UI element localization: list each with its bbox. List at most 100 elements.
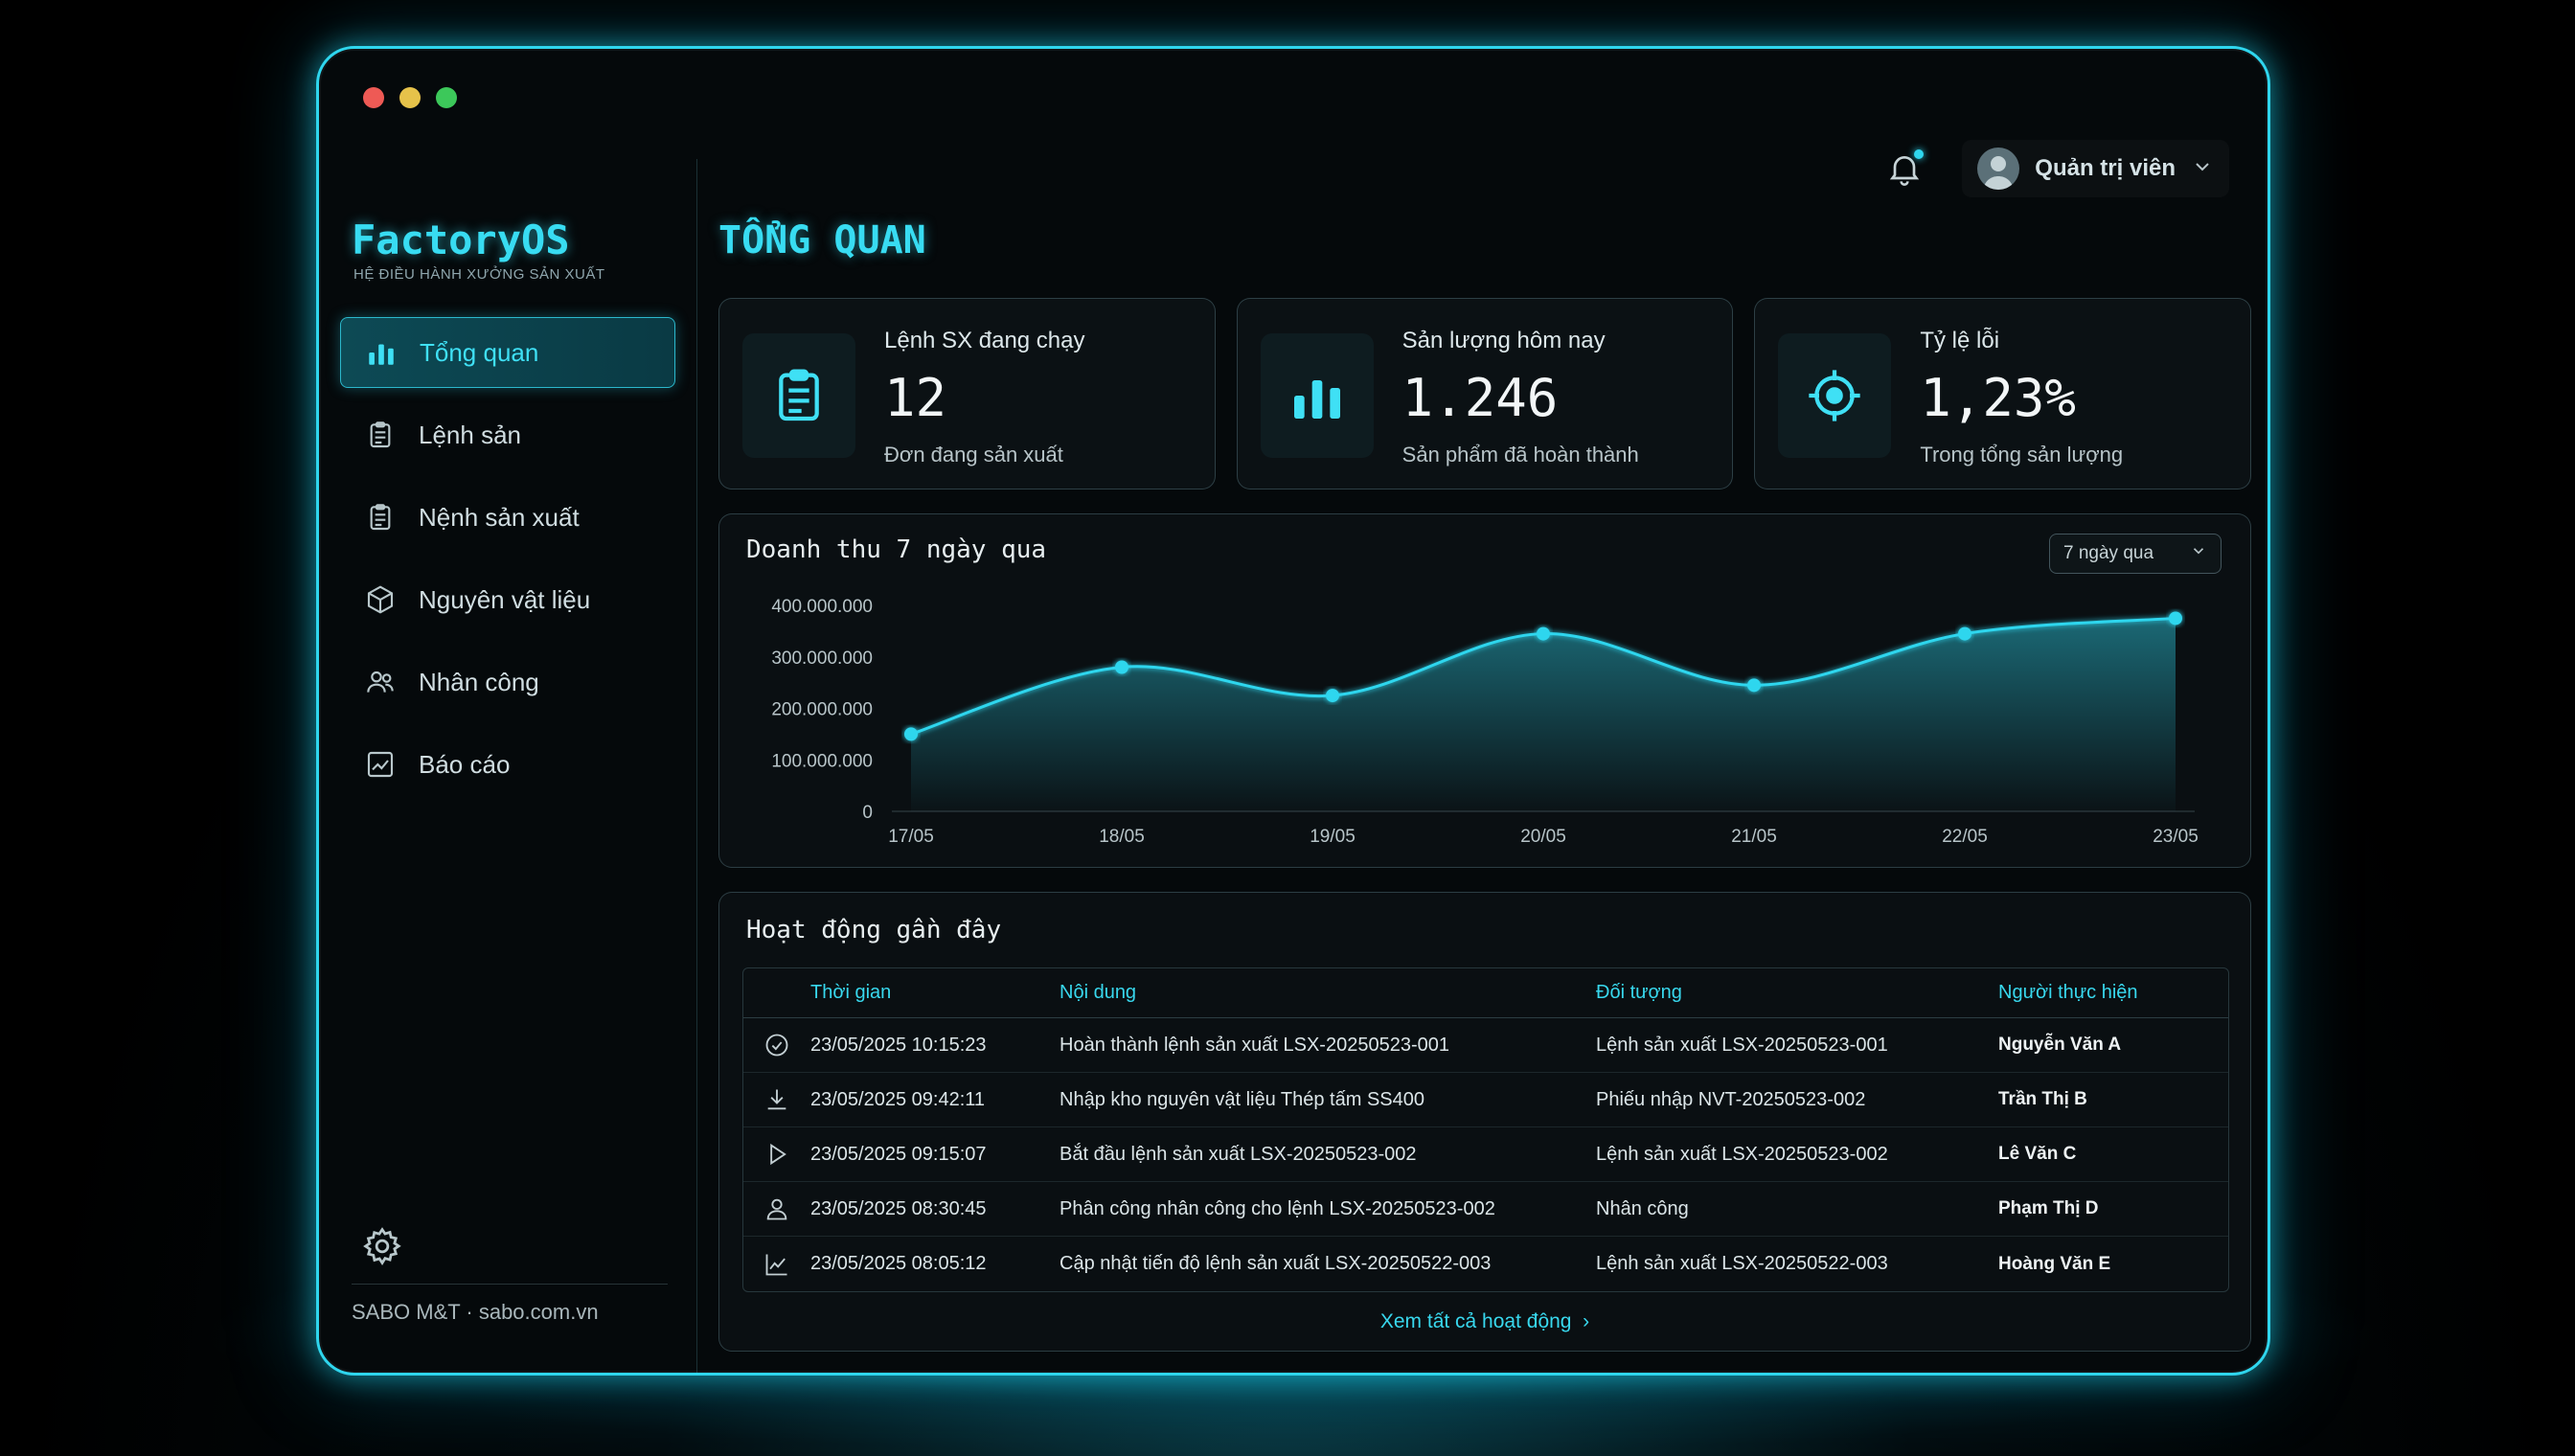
row-content: Hoàn thành lệnh sản xuất LSX-20250523-00…	[1060, 1034, 1449, 1056]
sidebar-item-orders[interactable]: Lệnh sản	[340, 399, 675, 470]
user-name: Quản trị viên	[2035, 155, 2176, 181]
table-row[interactable]: 23/05/2025 09:42:11 Nhập kho nguyên vật …	[743, 1073, 2228, 1127]
check-circle-icon	[743, 1032, 810, 1058]
row-user: Trần Thị B	[1998, 1089, 2087, 1109]
row-content: Nhập kho nguyên vật liệu Thép tấm SS400	[1060, 1088, 1424, 1110]
kpi-subtext: Sản phẩm đã hoàn thành	[1401, 443, 1639, 466]
chart-data-point[interactable]	[1326, 689, 1339, 703]
x-tick-label: 19/05	[1310, 827, 1356, 847]
chart-data-point[interactable]	[904, 727, 918, 741]
table-row[interactable]: 23/05/2025 08:05:12 Cập nhật tiến độ lện…	[743, 1237, 2228, 1291]
column-header-content[interactable]: Nội dung	[1060, 982, 1137, 1003]
row-time: 23/05/2025 08:05:12	[810, 1253, 987, 1274]
row-target: Lệnh sản xuất LSX-20250523-002	[1596, 1143, 1888, 1165]
sidebar-footer: SABO M&T · sabo.com.vn	[352, 1284, 668, 1325]
chart-data-point[interactable]	[1747, 678, 1761, 693]
x-tick-label: 22/05	[1942, 827, 1988, 847]
kpi-cards: Lệnh SX đang chạy 12 Đơn đang sản xuất S…	[718, 298, 2252, 489]
kpi-card-defect-rate[interactable]: Tỷ lệ lỗi 1,23% Trong tổng sản lượng	[1754, 298, 2252, 489]
row-target: Nhân công	[1596, 1197, 1689, 1219]
chart-data-point[interactable]	[1115, 660, 1128, 674]
table-row[interactable]: 23/05/2025 09:15:07 Bắt đầu lệnh sản xuấ…	[743, 1127, 2228, 1182]
row-target: Lệnh sản xuất LSX-20250523-001	[1596, 1034, 1888, 1056]
table-row[interactable]: 23/05/2025 08:30:45 Phân công nhân công …	[743, 1182, 2228, 1237]
app-window: Quản trị viên FactoryOS HỆ ĐIỀU HÀNH XƯỞ…	[316, 46, 2270, 1376]
row-user: Phạm Thị D	[1998, 1198, 2099, 1218]
kpi-card-running-orders[interactable]: Lệnh SX đang chạy 12 Đơn đang sản xuất	[718, 298, 1216, 489]
sidebar-item-labor[interactable]: Nhân công	[340, 647, 675, 717]
y-tick-label: 0	[862, 803, 873, 823]
x-tick-label: 20/05	[1520, 827, 1566, 847]
sidebar-item-label: Tổng quan	[420, 337, 539, 367]
row-user: Nguyễn Văn A	[1998, 1035, 2122, 1055]
chart-data-point[interactable]	[1958, 626, 1971, 641]
date-range-value: 7 ngày qua	[2063, 543, 2154, 563]
view-all-activity-link[interactable]: Xem tất cả hoạt động ›	[719, 1310, 2250, 1333]
table-row[interactable]: 23/05/2025 10:15:23 Hoàn thành lệnh sản …	[743, 1018, 2228, 1073]
date-range-select[interactable]: 7 ngày qua	[2049, 534, 2222, 574]
kpi-value: 1.246	[1401, 368, 1559, 428]
main-content: TỔNG QUAN Lệnh SX đang chạy 12 Đơn đang …	[697, 159, 2267, 1373]
notification-indicator	[1914, 149, 1925, 159]
column-header-target[interactable]: Đối tượng	[1596, 982, 1682, 1003]
chart-data-point[interactable]	[1537, 626, 1550, 641]
column-header-user[interactable]: Người thực hiện	[1998, 982, 2138, 1003]
activity-title: Hoạt động gần đây	[746, 916, 1002, 944]
chevron-right-icon: ›	[1577, 1310, 1590, 1332]
kpi-label: Sản lượng hôm nay	[1401, 328, 1606, 353]
sidebar-item-label: Nguyên vật liệu	[419, 584, 591, 614]
chart-data-point[interactable]	[2169, 611, 2182, 626]
row-content: Phân công nhân công cho lệnh LSX-2025052…	[1060, 1197, 1495, 1219]
bar-chart-icon	[1260, 333, 1374, 458]
settings-gear-icon[interactable]	[361, 1225, 403, 1267]
x-tick-label: 21/05	[1731, 827, 1777, 847]
row-content: Cập nhật tiến độ lệnh sản xuất LSX-20250…	[1060, 1253, 1492, 1274]
sidebar-item-materials[interactable]: Nguyên vật liệu	[340, 564, 675, 635]
kpi-subtext: Đơn đang sản xuất	[884, 443, 1063, 466]
kpi-value: 1,23%	[1920, 368, 2076, 428]
clipboard-icon	[363, 500, 398, 535]
title-bar	[319, 49, 2267, 159]
bar-chart-icon	[364, 335, 399, 370]
sidebar: FactoryOS HỆ ĐIỀU HÀNH XƯỞNG SẢN XUẤT Tổ…	[319, 159, 697, 1373]
person-icon	[743, 1195, 810, 1222]
chevron-down-icon	[2191, 155, 2214, 183]
sidebar-item-reports[interactable]: Báo cáo	[340, 729, 675, 800]
column-header-time[interactable]: Thời gian	[810, 982, 892, 1003]
page-title: TỔNG QUAN	[718, 218, 926, 262]
minimize-window-button[interactable]	[399, 87, 421, 108]
sidebar-item-label: Lệnh sản	[419, 420, 521, 449]
notification-bell-icon[interactable]	[1885, 149, 1925, 188]
topbar-right: Quản trị viên	[1885, 125, 2229, 212]
sidebar-item-production-orders[interactable]: Nệnh sản xuất	[340, 482, 675, 553]
y-tick-label: 300.000.000	[771, 648, 873, 669]
row-time: 23/05/2025 10:15:23	[810, 1034, 987, 1056]
users-icon	[363, 665, 398, 699]
table-header: Thời gian Nội dung Đối tượng Người thực …	[743, 968, 2228, 1018]
kpi-label: Tỷ lệ lỗi	[1920, 328, 2000, 353]
chevron-down-icon	[2190, 542, 2207, 565]
row-time: 23/05/2025 08:30:45	[810, 1197, 987, 1219]
recent-activity-panel: Hoạt động gần đây Thời gian Nội dung Đối…	[718, 892, 2251, 1352]
avatar	[1977, 148, 2020, 190]
row-content: Bắt đầu lệnh sản xuất LSX-20250523-002	[1060, 1143, 1417, 1165]
chart-area-fill	[911, 618, 2176, 811]
target-icon	[1778, 333, 1892, 458]
kpi-label: Lệnh SX đang chạy	[884, 328, 1085, 353]
close-window-button[interactable]	[363, 87, 384, 108]
row-time: 23/05/2025 09:15:07	[810, 1143, 987, 1165]
user-menu[interactable]: Quản trị viên	[1962, 140, 2229, 197]
sidebar-item-label: Nệnh sản xuất	[419, 502, 580, 532]
x-tick-label: 23/05	[2153, 827, 2199, 847]
sidebar-nav: Tổng quan Lệnh sản Nệnh sản xuất Nguyên …	[340, 317, 675, 811]
sidebar-item-overview[interactable]: Tổng quan	[340, 317, 675, 388]
kpi-card-output-today[interactable]: Sản lượng hôm nay 1.246 Sản phẩm đã hoàn…	[1236, 298, 1734, 489]
row-target: Lệnh sản xuất LSX-20250522-003	[1596, 1253, 1888, 1274]
row-user: Hoàng Văn E	[1998, 1253, 2111, 1274]
activity-table: Thời gian Nội dung Đối tượng Người thực …	[742, 967, 2229, 1292]
sidebar-item-label: Báo cáo	[419, 749, 511, 779]
clipboard-icon	[363, 418, 398, 452]
row-time: 23/05/2025 09:42:11	[810, 1088, 986, 1110]
maximize-window-button[interactable]	[436, 87, 457, 108]
revenue-chart-panel: 0 100.000.000 200.000.000 300.000.000 400.00…	[718, 513, 2251, 868]
